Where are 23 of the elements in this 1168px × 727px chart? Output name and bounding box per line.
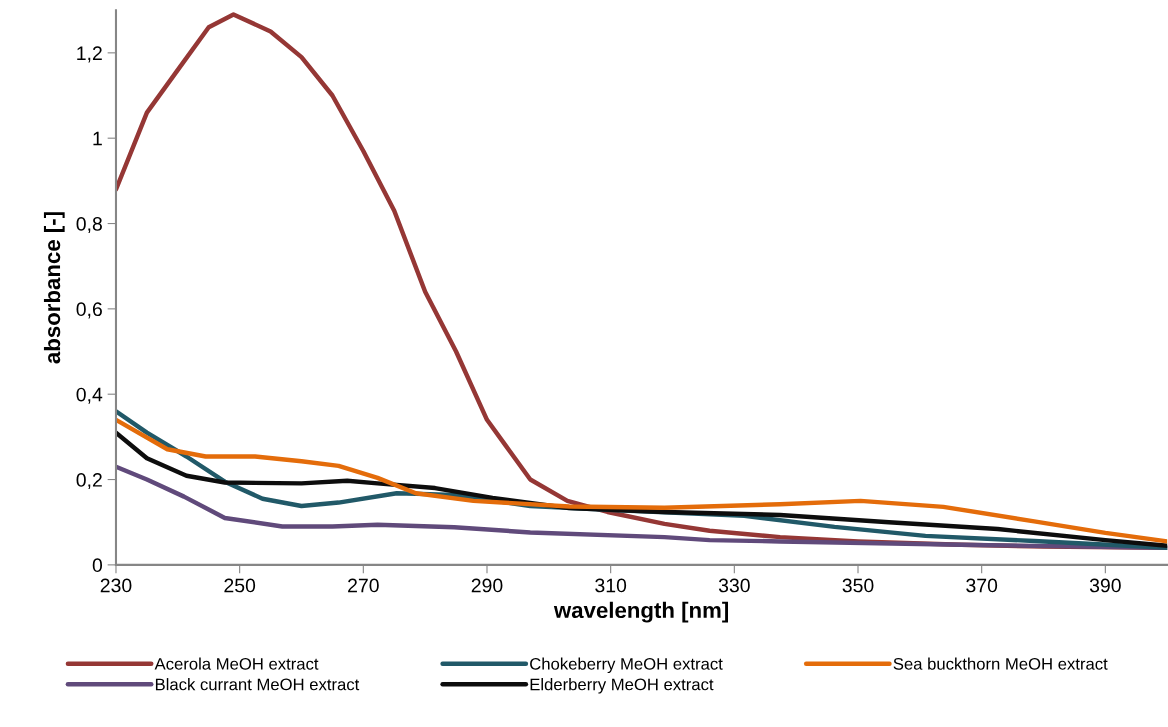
x-tick-label: 310 [595,578,627,593]
x-tick-label: 350 [842,578,874,593]
x-axis-title: wavelength [nm] [553,601,728,623]
legend-label: Black currant MeOH extract [155,678,360,691]
legend-label: Sea buckthorn MeOH extract [893,657,1108,670]
y-tick-label: 0 [92,558,103,573]
legend-label: Elderberry MeOH extract [530,678,714,694]
y-tick-label: 0,8 [76,216,102,234]
x-tick-label: 230 [100,578,132,593]
x-tick-label: 270 [348,578,379,593]
legend-label: Acerola MeOH extract [154,657,319,670]
y-tick-label: 0,4 [76,387,103,404]
x-tick-label: 330 [718,578,750,593]
x-tick-label: 250 [224,578,256,593]
y-tick-label: 1,2 [77,46,102,63]
y-tick-label: 0,2 [76,473,102,490]
legend-label: Chokeberry MeOH extract [530,657,723,674]
x-tick-label: 290 [471,578,503,593]
y-axis-title: absorbance [-] [43,212,65,364]
y-tick-label: 0,6 [76,302,102,319]
x-tick-label: 390 [1089,578,1121,593]
y-tick-label: 1 [93,131,102,146]
x-tick-label: 370 [966,578,998,593]
